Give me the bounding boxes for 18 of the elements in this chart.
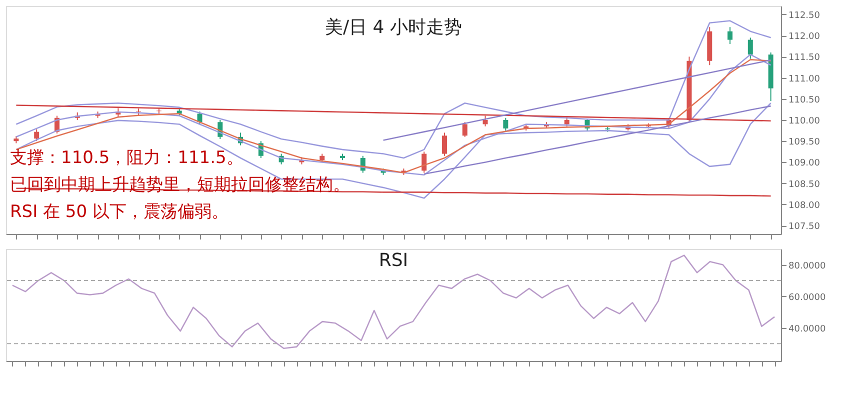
annotation: 支撑：110.5，阻力：111.5。 — [10, 148, 244, 168]
y-tick-label: 112.50 — [788, 10, 820, 21]
y-tick-label: 112.00 — [788, 32, 820, 42]
y-tick-label: 111.50 — [788, 53, 820, 64]
y-tick-label: 108.50 — [788, 180, 820, 190]
annotation: RSI 在 50 以下，震荡偏弱。 — [10, 202, 228, 222]
y-tick-label: 111.00 — [788, 74, 820, 84]
chart-title: RSI — [378, 250, 408, 271]
y-tick-label: 108.00 — [788, 200, 820, 211]
y-tick-label: 40.0000 — [788, 324, 826, 334]
text: 美/日 4 小时走势 — [325, 17, 462, 38]
y-tick-label: 110.50 — [788, 95, 820, 106]
y-tick-label: 60.0000 — [788, 292, 826, 303]
y-tick-label: 110.00 — [788, 116, 820, 126]
y-tick-label: 107.50 — [788, 222, 820, 232]
y-tick-label: 109.00 — [788, 158, 820, 169]
y-tick-label: 109.50 — [788, 138, 820, 148]
y-tick-label: 80.0000 — [788, 261, 826, 272]
